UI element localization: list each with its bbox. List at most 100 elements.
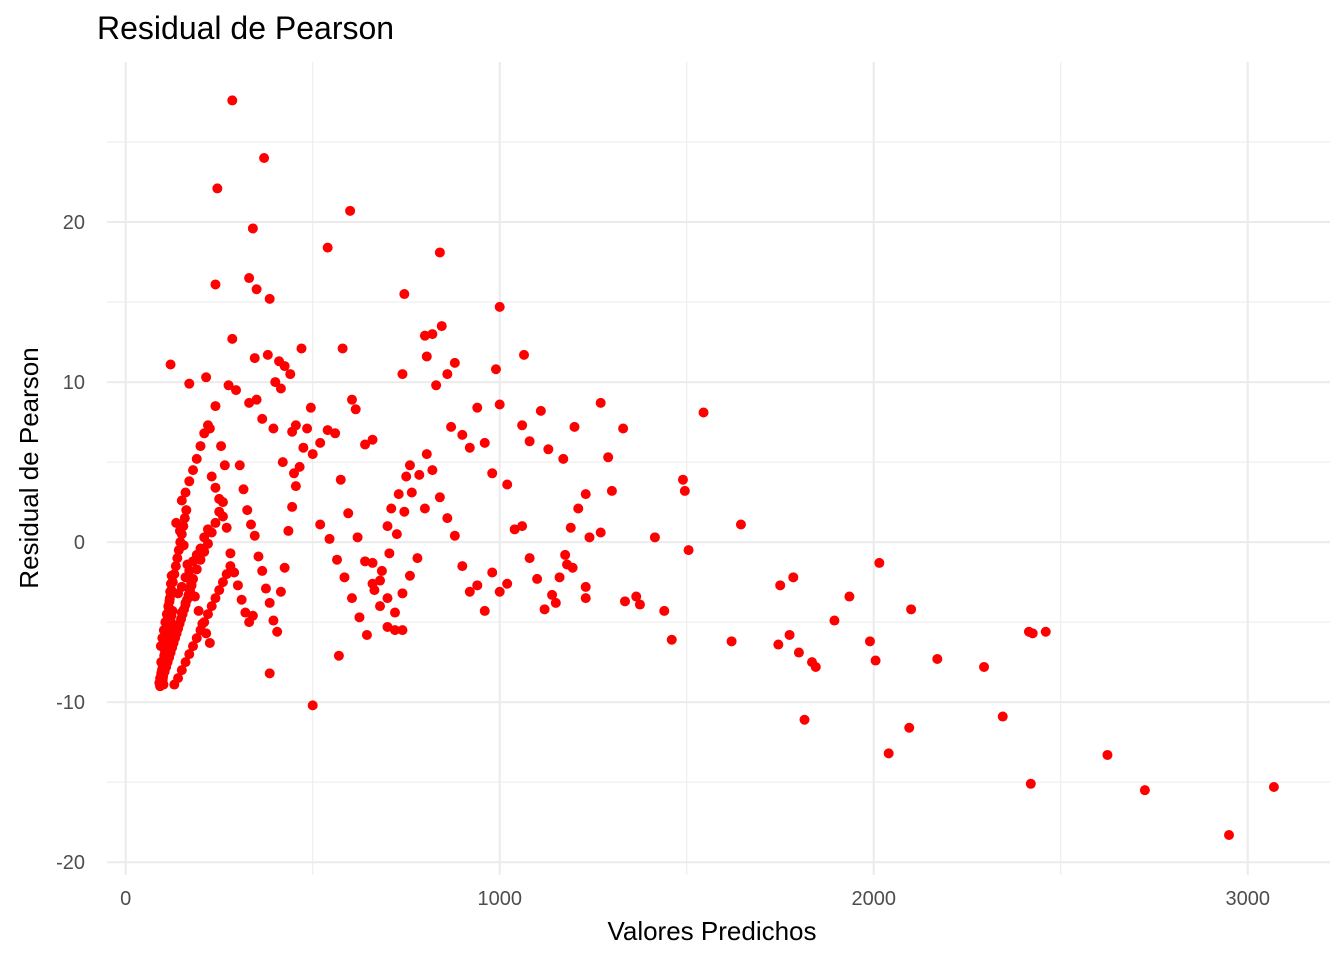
data-point [1102, 749, 1113, 760]
data-point [333, 650, 344, 661]
data-point [257, 565, 268, 576]
data-point [595, 397, 606, 408]
data-point [184, 476, 195, 487]
data-point [186, 578, 197, 589]
data-point [619, 596, 630, 607]
data-point [446, 421, 457, 432]
x-tick-label: 2000 [851, 888, 896, 910]
data-point [210, 593, 221, 604]
data-point [810, 661, 821, 672]
data-point [1139, 785, 1150, 796]
data-point [259, 153, 270, 164]
data-point [472, 580, 483, 591]
data-point [180, 487, 191, 498]
data-point [634, 599, 645, 610]
data-point [204, 637, 215, 648]
data-point [502, 479, 513, 490]
data-point [166, 570, 177, 581]
data-point [427, 329, 438, 340]
data-point [260, 583, 271, 594]
data-point [401, 471, 412, 482]
data-point [735, 519, 746, 530]
data-point [206, 601, 217, 612]
data-point [375, 601, 386, 612]
data-point [210, 482, 221, 493]
data-point [580, 593, 591, 604]
grid-lines [107, 62, 1330, 875]
data-point [337, 343, 348, 354]
data-point [264, 293, 275, 304]
data-point [307, 700, 318, 711]
data-point [870, 655, 881, 666]
data-point [384, 548, 395, 559]
data-point [181, 505, 192, 516]
data-point [216, 441, 227, 452]
x-tick-label: 0 [120, 888, 131, 910]
data-point [436, 321, 447, 332]
data-point [188, 641, 199, 652]
data-point [180, 597, 191, 608]
data-point [386, 503, 397, 514]
data-point [1025, 778, 1036, 789]
data-point [242, 505, 253, 516]
data-point [494, 301, 505, 312]
data-point [442, 369, 453, 380]
data-point [287, 501, 298, 512]
data-point [191, 564, 202, 575]
data-point [434, 247, 445, 258]
data-point [519, 349, 530, 360]
data-point [315, 437, 326, 448]
data-point [188, 465, 199, 476]
data-point [649, 532, 660, 543]
data-point [906, 604, 917, 615]
data-point [189, 591, 200, 602]
data-point [227, 95, 238, 106]
data-point [238, 484, 249, 495]
data-point [302, 423, 313, 434]
data-point [178, 540, 189, 551]
data-point [193, 605, 204, 616]
data-point [393, 489, 404, 500]
data-point [404, 570, 415, 581]
data-point [176, 581, 187, 592]
data-point [184, 378, 195, 389]
data-point [210, 517, 221, 528]
data-point [565, 522, 576, 533]
data-point [339, 572, 350, 583]
data-point [375, 575, 386, 586]
data-point [206, 527, 217, 538]
data-point [225, 548, 236, 559]
data-point [606, 485, 617, 496]
x-tick-label: 1000 [477, 888, 522, 910]
data-point [543, 444, 554, 455]
data-point [247, 610, 258, 621]
data-point [161, 631, 172, 642]
data-point [419, 330, 430, 341]
data-point [268, 615, 279, 626]
data-point [169, 629, 180, 640]
data-point [550, 597, 561, 608]
data-point [217, 577, 228, 588]
data-point [214, 493, 225, 504]
data-point [343, 508, 354, 519]
data-point [793, 647, 804, 658]
data-point [844, 591, 855, 602]
data-point [172, 553, 183, 564]
data-point [165, 359, 176, 370]
data-point [573, 503, 584, 514]
data-point [472, 402, 483, 413]
data-point [330, 428, 341, 439]
data-point [874, 557, 885, 568]
data-point [285, 369, 296, 380]
data-point [666, 634, 677, 645]
data-point [603, 452, 614, 463]
data-point [399, 289, 410, 300]
data-point [864, 636, 875, 647]
data-point [457, 561, 468, 572]
data-point [264, 597, 275, 608]
data-point [262, 349, 273, 360]
data-point [173, 673, 184, 684]
data-point [361, 629, 372, 640]
data-point [414, 469, 425, 480]
